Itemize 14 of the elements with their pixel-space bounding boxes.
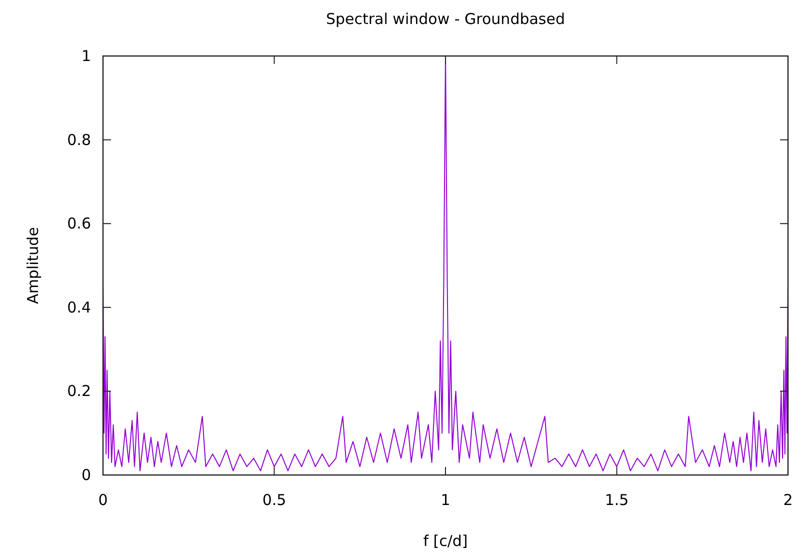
y-tick-label: 0.6 [67,214,91,233]
x-tick-label: 0 [98,491,108,509]
y-tick-label: 0.8 [67,130,91,149]
y-tick-label: 0.4 [67,298,91,316]
x-axis-title: f [c/d] [423,532,468,550]
x-tick-label: 1.5 [604,491,629,509]
y-tick-label: 0 [81,466,91,484]
x-tick-label: 2 [783,491,793,509]
chart-title: Spectral window - Groundbased [326,10,566,28]
x-tick-label: 0.5 [262,491,286,509]
y-tick-label: 0.2 [67,382,91,400]
y-tick-label: 1 [81,47,91,65]
y-axis-title: Amplitude [24,227,42,304]
x-tick-label: 1 [440,491,450,509]
